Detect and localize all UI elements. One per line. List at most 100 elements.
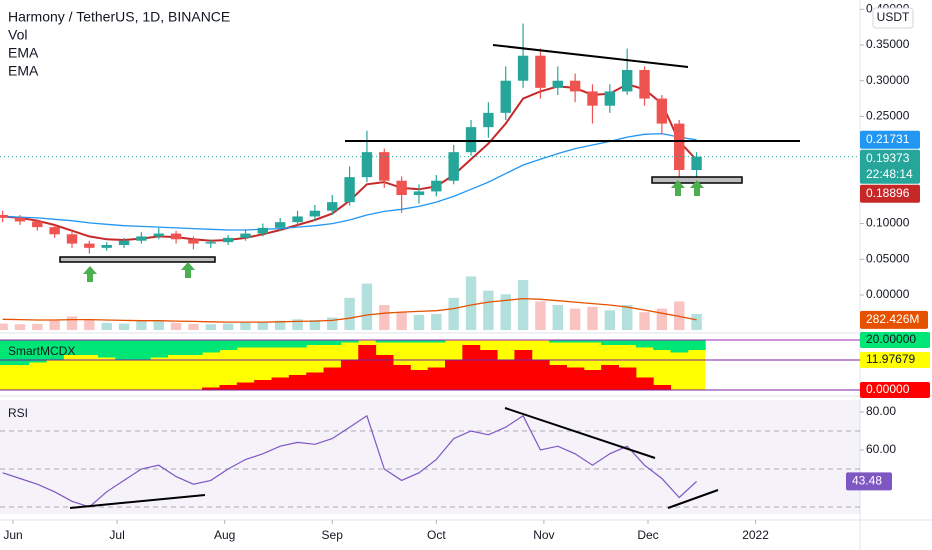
ema-value-box <box>860 130 920 149</box>
volume-bar <box>222 323 234 330</box>
mcdx-green <box>11 340 30 365</box>
mcdx-red <box>653 385 672 390</box>
volume-bar <box>569 308 581 330</box>
candle-body <box>205 242 216 244</box>
volume-bar <box>274 320 286 330</box>
y-tick-label: 0.05000 <box>866 251 910 265</box>
volume-bar <box>517 280 529 330</box>
volume-bar <box>396 312 407 330</box>
volume-bar <box>621 305 633 330</box>
mcdx-red <box>583 370 602 390</box>
mcdx-red <box>254 380 273 390</box>
volume-bar <box>49 320 60 330</box>
candle-body <box>257 227 269 234</box>
candle-body <box>188 239 199 244</box>
candle-body <box>413 191 425 195</box>
candle-body <box>240 233 251 238</box>
y-tick-label: 0.35000 <box>866 37 910 51</box>
candle-body <box>32 221 43 228</box>
candle-body <box>66 234 78 244</box>
ema-value-box <box>860 184 920 203</box>
x-tick-label: Oct <box>427 528 446 542</box>
currency-label[interactable]: USDT <box>877 10 910 24</box>
mcdx-red <box>635 377 654 390</box>
volume-bar <box>587 306 598 330</box>
volume-bar <box>465 276 477 330</box>
volume-bar <box>309 320 321 330</box>
mcdx-red <box>618 367 637 390</box>
currency-button[interactable] <box>872 7 914 29</box>
arrow-up <box>690 180 704 196</box>
candle-body <box>674 123 685 170</box>
candle-body <box>569 80 581 92</box>
mcdx-red <box>427 367 446 390</box>
mcdx-green <box>271 340 290 348</box>
candle-body <box>621 70 633 92</box>
price-value: 0.19373 <box>866 151 910 165</box>
candle-body <box>587 91 598 106</box>
candle-body <box>517 55 529 81</box>
volume-bar <box>84 319 95 330</box>
volume-bar <box>205 324 216 330</box>
ema-line <box>2 132 697 231</box>
volume-bar <box>379 305 390 330</box>
symbol-title: Harmony / TetherUS, 1D, BINANCE <box>8 9 230 25</box>
mcdx-level-box <box>860 382 930 398</box>
candle-body <box>14 217 26 222</box>
candle-body <box>552 80 563 88</box>
mcdx-green <box>0 340 12 365</box>
volume-bar <box>448 297 459 330</box>
mcdx-level-label: 11.97679 <box>866 352 915 366</box>
candle-body <box>656 98 668 124</box>
mcdx-red <box>392 365 411 390</box>
mcdx-red <box>566 367 585 390</box>
volume-bar <box>14 324 26 330</box>
y-tick-label: 80.00 <box>866 404 896 418</box>
mcdx-green <box>115 340 134 360</box>
mcdx-green <box>583 340 602 343</box>
candle-body <box>500 80 511 113</box>
mcdx-red <box>479 350 498 390</box>
mcdx-green <box>670 340 689 353</box>
mcdx-red <box>531 360 550 390</box>
x-tick-label: Dec <box>637 528 658 542</box>
ema-value: 0.21731 <box>866 132 910 146</box>
candle-body <box>639 70 650 99</box>
mcdx-red <box>462 345 481 390</box>
x-tick-label: Nov <box>533 528 554 542</box>
candle-body <box>604 91 616 106</box>
mcdx-green <box>219 340 238 350</box>
countdown: 22:48:14 <box>866 167 913 181</box>
candle-body <box>448 152 459 181</box>
drawings <box>69 44 800 509</box>
rsi-background <box>0 400 860 514</box>
x-tick-label: Jun <box>3 528 22 542</box>
volume-bar <box>0 323 8 330</box>
mcdx-green <box>167 340 186 355</box>
volume-ma-box <box>860 310 928 329</box>
mcdx-green <box>549 340 567 343</box>
support-box <box>59 256 216 263</box>
arrow-up <box>671 180 685 196</box>
volume-bar <box>136 320 147 330</box>
mcdx-green <box>653 340 672 350</box>
indicator-name: RSI <box>8 406 28 420</box>
mcdx-green <box>63 340 82 355</box>
volume-bar <box>691 313 702 330</box>
candle-body <box>136 236 147 241</box>
mcdx-green <box>28 340 47 363</box>
mcdx-red <box>358 345 377 390</box>
candle-body <box>84 243 95 248</box>
y-tick-label: 0.10000 <box>866 216 910 230</box>
mcdx-red <box>514 350 533 390</box>
mcdx-green <box>150 340 168 358</box>
candle-body <box>691 156 702 170</box>
mcdx-level-box <box>860 332 930 348</box>
mcdx-green <box>132 340 151 360</box>
volume-bar <box>500 294 511 330</box>
trend-line <box>504 407 656 459</box>
volume-bar <box>170 322 182 330</box>
